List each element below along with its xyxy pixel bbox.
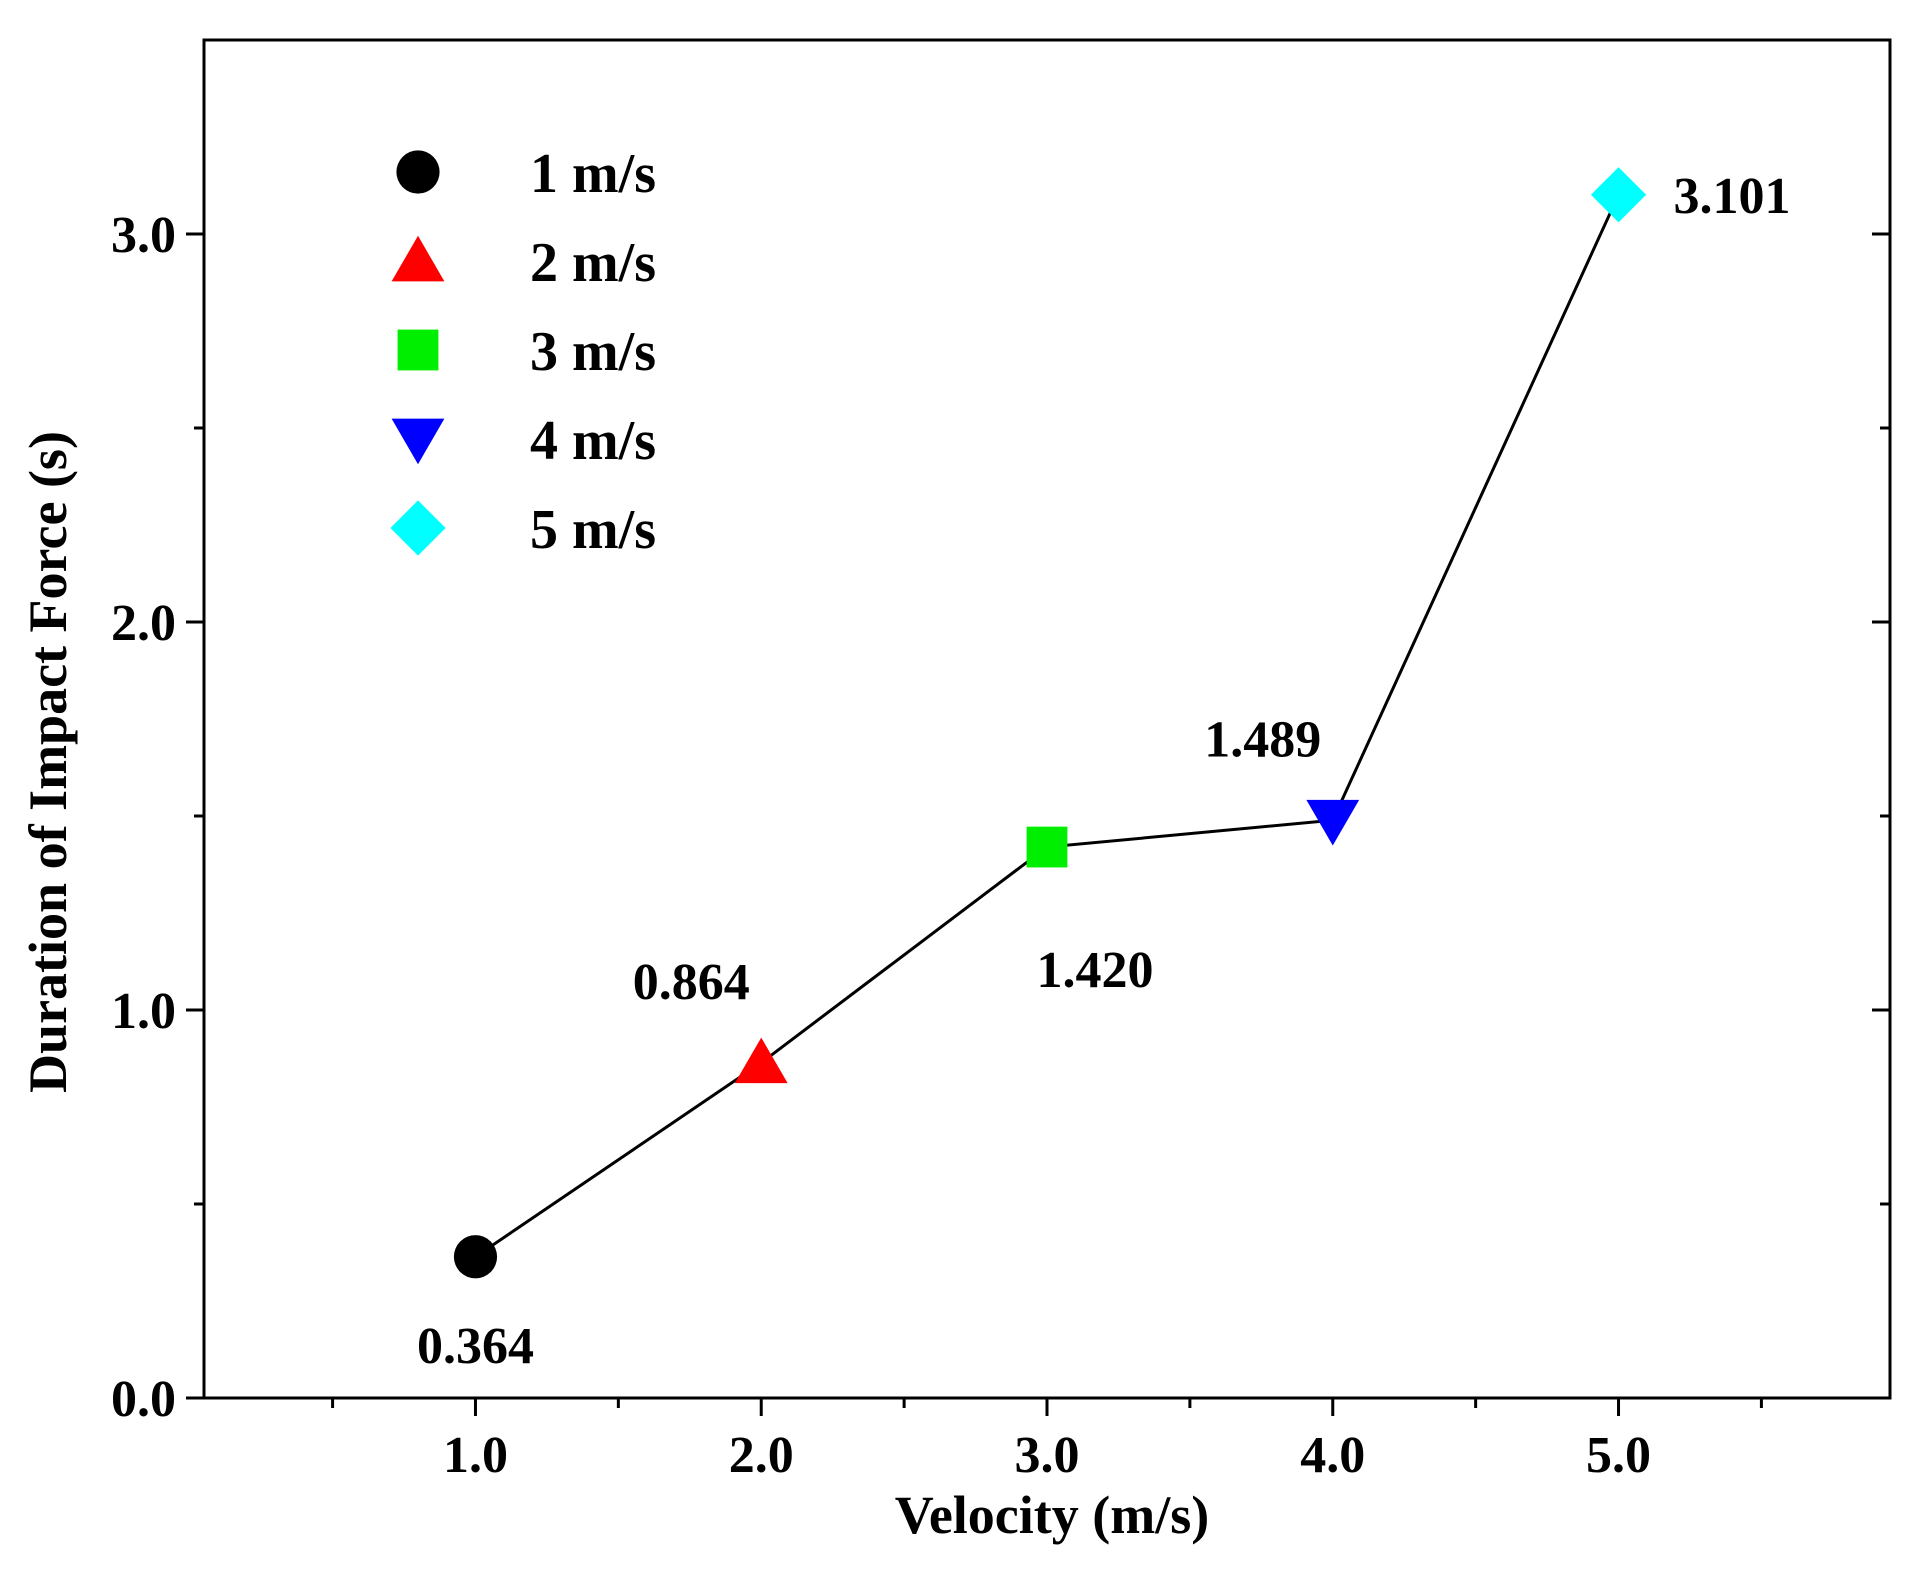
legend: 1 m/s 2 m/s 3 m/s 4 m/s 5 m/s <box>390 143 656 561</box>
legend-marker-triangle-up <box>391 235 445 282</box>
plot-area <box>202 38 1892 1400</box>
legend-marker-diamond <box>390 500 446 556</box>
data-point-triangle-up <box>734 1037 788 1084</box>
legend-marker-triangle-down <box>391 418 445 465</box>
x-tick-label: 5.0 <box>1586 1427 1651 1484</box>
x-tick-label: 4.0 <box>1300 1427 1365 1484</box>
y-tick-label: 1.0 <box>111 983 176 1040</box>
tick-labels: 1.0 2.0 3.0 4.0 5.0 0.0 1.0 2.0 3.0 <box>111 207 1651 1484</box>
axis-ticks <box>186 232 1890 1416</box>
legend-marker-circle <box>396 150 440 194</box>
legend-marker-square <box>397 329 439 371</box>
y-tick-label: 2.0 <box>111 595 176 652</box>
legend-label: 3 m/s <box>530 321 656 383</box>
data-labels: 0.364 0.864 1.420 1.489 3.101 <box>417 168 1791 1375</box>
y-tick-label: 3.0 <box>111 207 176 264</box>
y-tick-label: 0.0 <box>111 1371 176 1428</box>
x-tick-label: 3.0 <box>1015 1427 1080 1484</box>
x-tick-label: 1.0 <box>443 1427 508 1484</box>
x-tick-label: 2.0 <box>729 1427 794 1484</box>
legend-label: 5 m/s <box>530 499 656 561</box>
data-label: 0.364 <box>417 1318 534 1375</box>
legend-label: 4 m/s <box>530 410 656 472</box>
data-point-diamond <box>1590 167 1647 223</box>
data-label: 3.101 <box>1674 168 1791 225</box>
data-label: 1.489 <box>1204 711 1321 768</box>
y-axis-title: Duration of Impact Force (s) <box>18 431 78 1093</box>
legend-label: 2 m/s <box>530 232 656 294</box>
data-point-triangle-down <box>1306 799 1360 846</box>
data-point-square <box>1026 826 1068 868</box>
data-label: 0.864 <box>633 954 750 1011</box>
data-label: 1.420 <box>1037 942 1154 999</box>
x-axis-title: Velocity (m/s) <box>895 1485 1209 1545</box>
data-point-circle <box>453 1235 498 1279</box>
legend-label: 1 m/s <box>530 143 656 205</box>
plot-frame <box>202 38 1892 1400</box>
data-markers <box>453 167 1647 1279</box>
